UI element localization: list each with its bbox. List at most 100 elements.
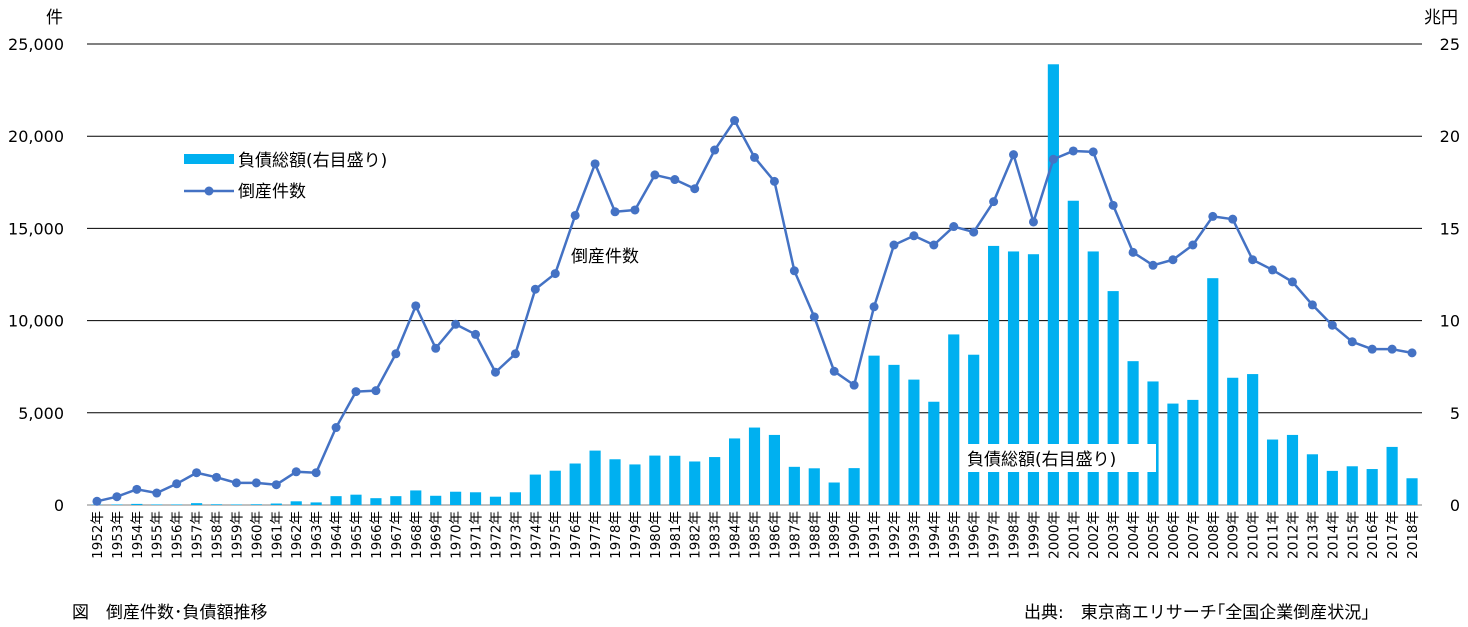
- bankruptcy-point: [570, 210, 580, 220]
- x-tick-label: 1977年: [588, 511, 604, 559]
- x-tick-label: 2013年: [1305, 511, 1321, 559]
- debt-bar: [748, 427, 761, 505]
- gridlines: [87, 43, 1422, 506]
- debt-bar: [569, 463, 581, 505]
- x-tick-label: 2014年: [1325, 511, 1341, 559]
- x-tick-label: 2003年: [1106, 511, 1122, 559]
- bankruptcy-point: [172, 479, 182, 489]
- x-tick-label: 1992年: [887, 511, 903, 559]
- x-tick-label: 1967年: [389, 511, 405, 559]
- bankruptcy-point: [1327, 320, 1337, 330]
- x-tick-label: 1995年: [947, 511, 963, 559]
- bankruptcy-point: [1009, 150, 1019, 160]
- x-tick-label: 1986年: [767, 511, 783, 559]
- x-tick-label: 2016年: [1365, 511, 1381, 559]
- debt-bar: [788, 466, 800, 505]
- x-tick-label: 2009年: [1226, 511, 1242, 559]
- x-tick-label: 1976年: [568, 511, 584, 559]
- right-axis-unit: 兆円: [1424, 8, 1458, 28]
- x-tick-label: 1974年: [528, 511, 544, 559]
- x-tick-label: 2007年: [1186, 511, 1202, 559]
- x-tick-label: 1982年: [688, 511, 704, 559]
- x-tick-label: 1981年: [668, 511, 684, 559]
- debt-bar: [709, 457, 721, 505]
- bankruptcy-line: [92, 116, 1417, 506]
- right-tick-label: 25: [1440, 35, 1460, 54]
- x-tick-label: 1999年: [1026, 511, 1042, 559]
- debt-bar: [1366, 469, 1378, 505]
- bankruptcy-point: [1228, 214, 1238, 224]
- debt-bar: [111, 504, 123, 505]
- left-tick-label: 10,000: [8, 312, 64, 331]
- bankruptcy-point: [311, 468, 321, 478]
- x-tick-label: 2005年: [1146, 511, 1162, 559]
- debt-bar: [1247, 374, 1259, 505]
- x-tick-label: 2018年: [1405, 511, 1421, 559]
- right-tick-label: 10: [1440, 312, 1460, 331]
- bankruptcy-point: [1268, 265, 1278, 275]
- debt-bar: [430, 495, 442, 505]
- debt-bar: [728, 438, 741, 505]
- debt-bar: [609, 459, 621, 505]
- debt-bar: [310, 502, 322, 505]
- debt-bar: [1047, 64, 1059, 505]
- x-tick-label: 1979年: [628, 511, 644, 559]
- x-tick-label: 2012年: [1285, 511, 1301, 559]
- debt-bar: [210, 504, 223, 505]
- x-tick-label: 1968年: [409, 511, 425, 559]
- x-tick-label: 1991年: [867, 511, 883, 559]
- x-tick-label: 1972年: [488, 511, 504, 559]
- x-tick-label: 1958年: [210, 511, 226, 559]
- bankruptcy-point: [391, 349, 401, 359]
- x-tick-label: 1969年: [429, 511, 445, 559]
- bankruptcy-point: [212, 472, 222, 482]
- bankruptcy-point: [949, 222, 959, 232]
- x-tick-label: 1971年: [469, 511, 485, 559]
- x-tick-label: 1959年: [229, 511, 245, 559]
- debt-bar: [1067, 200, 1079, 506]
- bankruptcy-point: [152, 488, 162, 498]
- bankruptcy-point: [690, 184, 700, 194]
- debt-bar: [908, 379, 920, 505]
- bankruptcy-point: [431, 343, 441, 353]
- bankruptcy-point: [909, 231, 919, 241]
- left-tick-label: 25,000: [8, 35, 64, 54]
- debt-bar: [589, 450, 601, 505]
- right-axis-ticks: 0 5 10 15 20 25: [1440, 35, 1460, 515]
- x-tick-label: 1966年: [369, 511, 385, 559]
- bankruptcy-point: [471, 329, 481, 339]
- x-axis-ticks: 1952年 1953年 1954年 1955年 1956年 1957年 1958年 1959年…: [90, 511, 1421, 559]
- bankruptcy-point: [1407, 348, 1417, 358]
- debt-bar: [1406, 478, 1418, 505]
- debt-bar: [131, 503, 143, 505]
- legend: 負債総額(右目盛り) 倒産件数: [184, 151, 387, 202]
- x-tick-label: 1952年: [90, 511, 106, 559]
- debt-bar: [230, 504, 243, 505]
- x-tick-label: 1980年: [648, 511, 664, 559]
- left-tick-label: 5,000: [18, 404, 64, 423]
- left-tick-label: 20,000: [8, 127, 64, 146]
- x-tick-label: 1973年: [508, 511, 524, 559]
- x-tick-label: 2010年: [1246, 511, 1262, 559]
- debt-bar: [1207, 278, 1219, 505]
- x-tick-label: 1953年: [110, 511, 126, 559]
- debt-bar: [1007, 251, 1020, 505]
- bankruptcy-point: [1248, 255, 1258, 265]
- bankruptcy-point: [271, 480, 281, 490]
- legend-line-label: 倒産件数: [238, 182, 306, 202]
- debt-bar: [868, 355, 880, 505]
- bankruptcy-point: [1188, 240, 1198, 250]
- bankruptcy-point: [132, 484, 142, 494]
- bankruptcy-point: [809, 312, 819, 322]
- bankruptcy-point: [1307, 300, 1317, 310]
- x-tick-label: 1994年: [927, 511, 943, 559]
- debt-bar: [390, 496, 402, 505]
- debt-bar: [450, 491, 462, 505]
- x-tick-label: 1975年: [548, 511, 564, 559]
- debt-bars: [91, 64, 1418, 506]
- x-tick-label: 1955年: [150, 511, 166, 559]
- debt-bar: [1266, 439, 1279, 505]
- debt-bar: [629, 464, 641, 505]
- bankruptcy-point: [849, 380, 859, 390]
- x-tick-label: 1978年: [608, 511, 624, 559]
